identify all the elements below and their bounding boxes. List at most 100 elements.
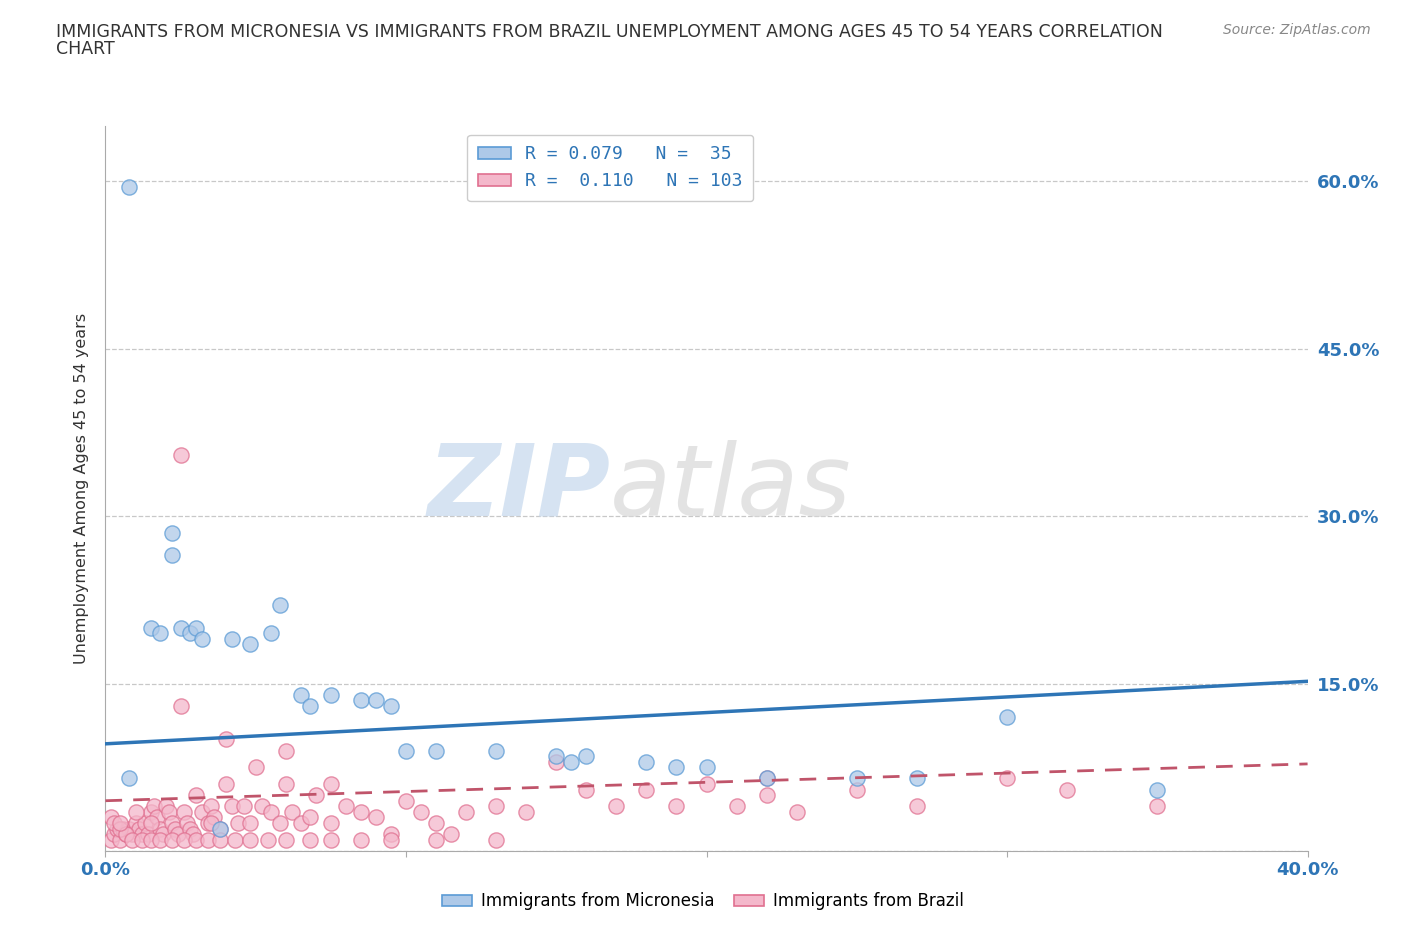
Point — [110, 816, 132, 830]
Point — [110, 832, 132, 847]
Point — [319, 816, 342, 830]
Point — [380, 827, 402, 842]
Point — [118, 179, 141, 194]
Point — [160, 816, 183, 830]
Point — [454, 804, 477, 819]
Point — [184, 788, 207, 803]
Point — [160, 525, 183, 540]
Point — [256, 832, 278, 847]
Point — [100, 832, 122, 847]
Point — [298, 810, 321, 825]
Point — [214, 732, 236, 747]
Point — [142, 799, 165, 814]
Point — [440, 827, 463, 842]
Point — [232, 799, 254, 814]
Point — [546, 749, 568, 764]
Point — [319, 777, 342, 791]
Legend: Immigrants from Micronesia, Immigrants from Brazil: Immigrants from Micronesia, Immigrants f… — [436, 885, 970, 917]
Point — [176, 816, 198, 830]
Point — [425, 743, 447, 758]
Point — [121, 832, 143, 847]
Point — [118, 821, 141, 836]
Point — [905, 799, 928, 814]
Point — [169, 620, 191, 635]
Y-axis label: Unemployment Among Ages 45 to 54 years: Unemployment Among Ages 45 to 54 years — [75, 312, 90, 664]
Point — [148, 832, 170, 847]
Point — [1056, 782, 1078, 797]
Point — [173, 804, 195, 819]
Point — [636, 782, 658, 797]
Point — [115, 827, 138, 842]
Point — [200, 799, 222, 814]
Point — [260, 626, 283, 641]
Point — [221, 799, 243, 814]
Point — [269, 598, 291, 613]
Point — [163, 821, 186, 836]
Point — [100, 810, 122, 825]
Point — [179, 821, 201, 836]
Point — [755, 771, 778, 786]
Point — [139, 620, 162, 635]
Point — [239, 637, 262, 652]
Point — [214, 777, 236, 791]
Point — [184, 832, 207, 847]
Text: ZIP: ZIP — [427, 440, 610, 537]
Point — [605, 799, 627, 814]
Point — [208, 821, 231, 836]
Point — [560, 754, 582, 769]
Point — [115, 827, 138, 842]
Point — [696, 760, 718, 775]
Point — [665, 760, 688, 775]
Point — [190, 804, 212, 819]
Point — [160, 832, 183, 847]
Legend: R = 0.079   N =  35, R =  0.110   N = 103: R = 0.079 N = 35, R = 0.110 N = 103 — [467, 135, 754, 201]
Point — [995, 771, 1018, 786]
Point — [845, 771, 868, 786]
Point — [696, 777, 718, 791]
Point — [166, 827, 188, 842]
Point — [134, 816, 156, 830]
Point — [260, 804, 283, 819]
Point — [190, 631, 212, 646]
Point — [202, 810, 225, 825]
Point — [169, 447, 191, 462]
Point — [136, 827, 159, 842]
Point — [786, 804, 808, 819]
Point — [485, 743, 508, 758]
Point — [131, 832, 153, 847]
Point — [425, 832, 447, 847]
Text: IMMIGRANTS FROM MICRONESIA VS IMMIGRANTS FROM BRAZIL UNEMPLOYMENT AMONG AGES 45 : IMMIGRANTS FROM MICRONESIA VS IMMIGRANTS… — [56, 23, 1163, 41]
Point — [298, 832, 321, 847]
Point — [281, 804, 304, 819]
Point — [290, 816, 312, 830]
Point — [575, 782, 598, 797]
Point — [305, 788, 328, 803]
Point — [169, 698, 191, 713]
Point — [425, 816, 447, 830]
Point — [380, 698, 402, 713]
Point — [139, 804, 162, 819]
Point — [131, 827, 153, 842]
Point — [755, 788, 778, 803]
Point — [145, 810, 167, 825]
Point — [179, 626, 201, 641]
Point — [107, 821, 129, 836]
Point — [224, 832, 246, 847]
Point — [152, 827, 174, 842]
Point — [395, 743, 418, 758]
Point — [173, 832, 195, 847]
Point — [197, 816, 219, 830]
Point — [380, 832, 402, 847]
Point — [148, 626, 170, 641]
Point — [995, 710, 1018, 724]
Point — [1146, 799, 1168, 814]
Point — [208, 821, 231, 836]
Point — [245, 760, 267, 775]
Point — [298, 698, 321, 713]
Text: Source: ZipAtlas.com: Source: ZipAtlas.com — [1223, 23, 1371, 37]
Point — [274, 777, 297, 791]
Point — [239, 816, 262, 830]
Point — [124, 816, 146, 830]
Point — [200, 816, 222, 830]
Point — [665, 799, 688, 814]
